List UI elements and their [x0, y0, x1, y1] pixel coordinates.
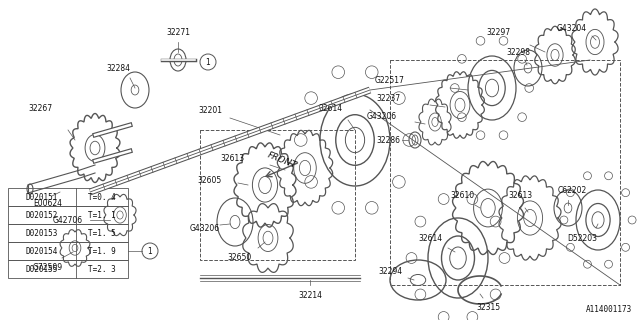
Text: 32613: 32613 [508, 190, 532, 199]
Text: 32267: 32267 [28, 103, 52, 113]
Bar [8, 242, 128, 260]
Bar [8, 206, 128, 224]
Text: T=2. 3: T=2. 3 [88, 265, 116, 274]
Text: 32614: 32614 [418, 234, 442, 243]
Text: 32237: 32237 [376, 93, 400, 102]
Text: 32294: 32294 [378, 268, 402, 276]
Text: D020151: D020151 [26, 193, 58, 202]
Text: 32605: 32605 [198, 175, 222, 185]
Text: G42706: G42706 [53, 215, 83, 225]
Text: 32284: 32284 [106, 63, 130, 73]
Text: FRONT: FRONT [266, 150, 298, 170]
Text: 32298: 32298 [506, 47, 530, 57]
Text: D020153: D020153 [26, 228, 58, 237]
Text: D020155: D020155 [26, 265, 58, 274]
Text: C62202: C62202 [557, 186, 587, 195]
Text: 32315: 32315 [476, 303, 500, 313]
Text: G72509: G72509 [33, 263, 63, 273]
Text: G43204: G43204 [557, 23, 587, 33]
Text: T=1. 1: T=1. 1 [88, 211, 116, 220]
Bar [8, 224, 128, 242]
Text: G43206: G43206 [190, 223, 220, 233]
Text: 32614: 32614 [318, 103, 342, 113]
Bar [8, 260, 128, 278]
Text: 32610: 32610 [450, 190, 474, 199]
Text: 32214: 32214 [298, 291, 322, 300]
Text: 1: 1 [205, 58, 211, 67]
Text: D020152: D020152 [26, 211, 58, 220]
Text: T=1. 5: T=1. 5 [88, 228, 116, 237]
Text: D020154: D020154 [26, 246, 58, 255]
Text: A114001173: A114001173 [586, 305, 632, 314]
Text: D52203: D52203 [567, 234, 597, 243]
Text: 32297: 32297 [486, 28, 510, 36]
Text: 32650: 32650 [228, 253, 252, 262]
Text: 32613: 32613 [220, 154, 244, 163]
Bar [200, 130, 355, 260]
Text: G22517: G22517 [375, 76, 405, 84]
Text: G43206: G43206 [367, 111, 397, 121]
Bar [8, 188, 128, 206]
Text: 32271: 32271 [166, 28, 190, 36]
Text: T=1. 9: T=1. 9 [88, 246, 116, 255]
Text: 1: 1 [148, 246, 152, 255]
Text: T=0. 4: T=0. 4 [88, 193, 116, 202]
Text: E00624: E00624 [33, 198, 63, 207]
Text: 32286: 32286 [376, 135, 400, 145]
Text: 32201: 32201 [198, 106, 222, 115]
